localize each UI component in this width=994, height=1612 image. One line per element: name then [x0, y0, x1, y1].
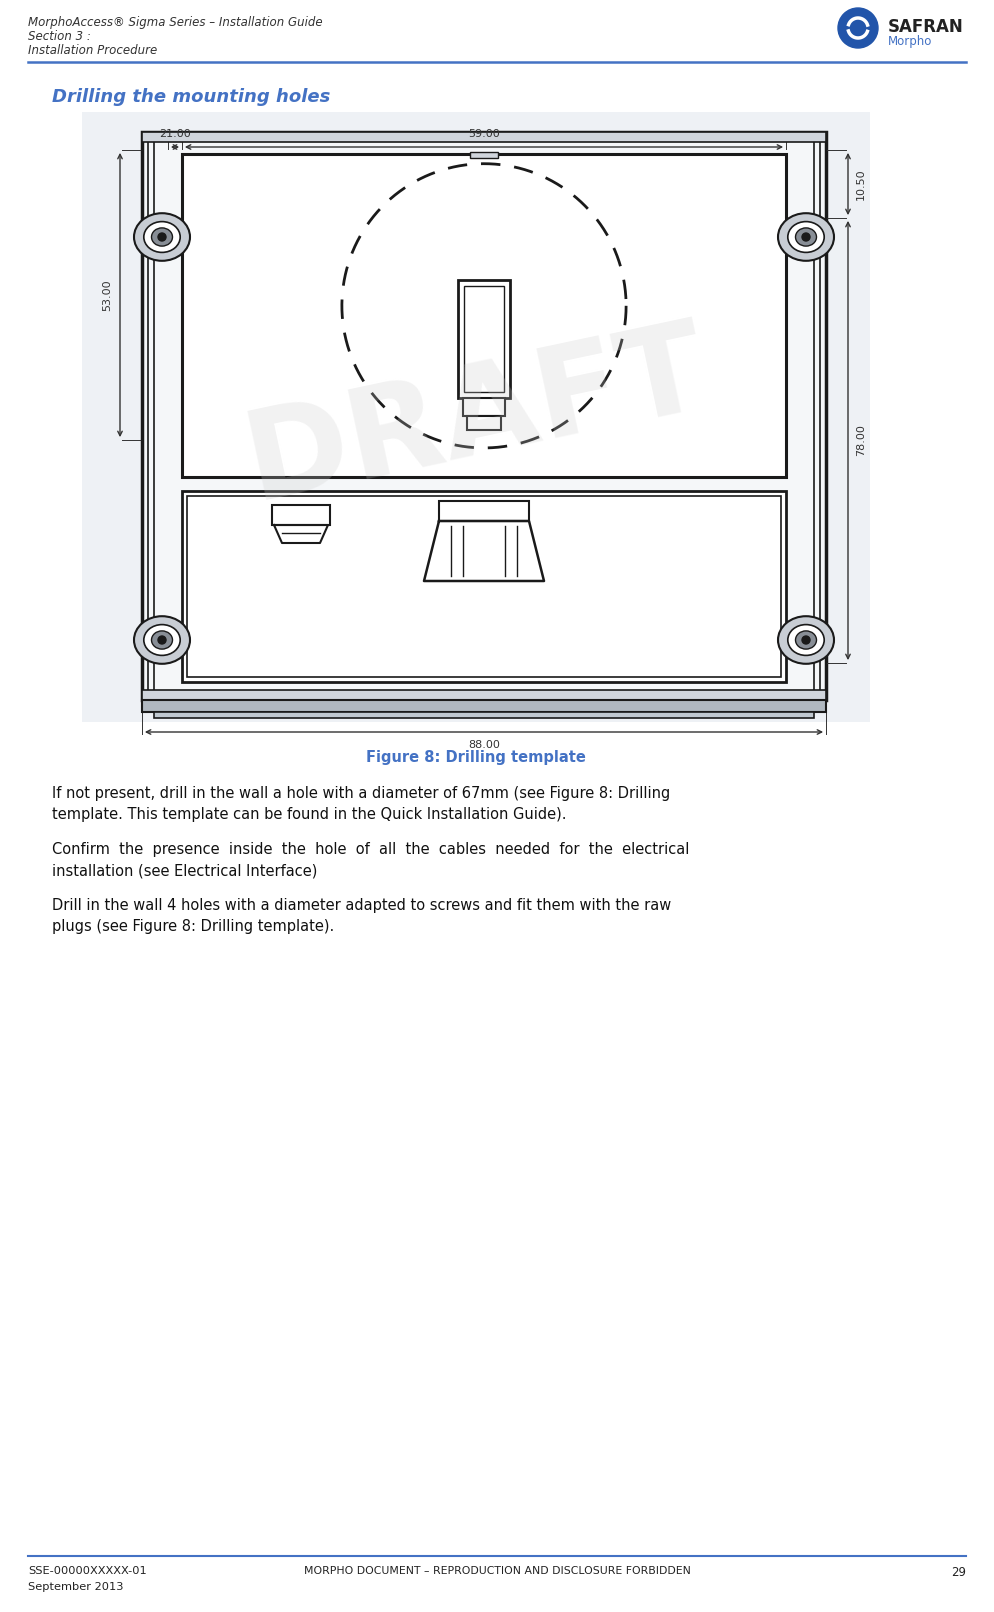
Ellipse shape	[144, 221, 180, 253]
Text: 21.00: 21.00	[159, 129, 191, 139]
Bar	[182, 492, 786, 682]
Polygon shape	[424, 521, 544, 580]
Ellipse shape	[134, 213, 190, 261]
Text: SAFRAN: SAFRAN	[888, 18, 964, 35]
Bar	[272, 505, 330, 526]
Ellipse shape	[134, 616, 190, 664]
Ellipse shape	[795, 227, 816, 247]
Bar	[470, 152, 498, 158]
Text: Installation Procedure: Installation Procedure	[28, 44, 157, 56]
Text: 78.00: 78.00	[856, 424, 866, 456]
Text: September 2013: September 2013	[28, 1581, 123, 1593]
Bar	[82, 111, 870, 722]
Bar	[142, 132, 826, 142]
Bar	[458, 280, 510, 398]
Ellipse shape	[778, 616, 834, 664]
Text: 29: 29	[951, 1565, 966, 1580]
Text: 10.50: 10.50	[856, 168, 866, 200]
Ellipse shape	[144, 624, 180, 656]
Text: plugs (see Figure 8: Drilling template).: plugs (see Figure 8: Drilling template).	[52, 919, 334, 933]
Circle shape	[838, 8, 878, 48]
Text: Confirm  the  presence  inside  the  hole  of  all  the  cables  needed  for  th: Confirm the presence inside the hole of …	[52, 841, 690, 858]
Text: 59.00: 59.00	[468, 129, 500, 139]
Text: template. This template can be found in the Quick Installation Guide).: template. This template can be found in …	[52, 808, 567, 822]
Ellipse shape	[795, 630, 816, 650]
Text: Morpho: Morpho	[888, 35, 932, 48]
Ellipse shape	[788, 221, 824, 253]
Text: MORPHO DOCUMENT – REPRODUCTION AND DISCLOSURE FORBIDDEN: MORPHO DOCUMENT – REPRODUCTION AND DISCL…	[303, 1565, 691, 1577]
Ellipse shape	[778, 213, 834, 261]
Text: Drill in the wall 4 holes with a diameter adapted to screws and fit them with th: Drill in the wall 4 holes with a diamete…	[52, 898, 671, 912]
Bar	[463, 398, 505, 416]
Ellipse shape	[151, 227, 173, 247]
Circle shape	[158, 234, 166, 242]
Bar	[439, 501, 529, 521]
Circle shape	[802, 637, 810, 645]
Text: 53.00: 53.00	[102, 279, 112, 311]
Circle shape	[158, 637, 166, 645]
Text: Figure 8: Drilling template: Figure 8: Drilling template	[366, 750, 585, 766]
Bar	[182, 155, 786, 477]
Text: If not present, drill in the wall a hole with a diameter of 67mm (see Figure 8: : If not present, drill in the wall a hole…	[52, 787, 670, 801]
Bar	[142, 700, 826, 713]
Text: Section 3 :: Section 3 :	[28, 31, 90, 44]
Bar	[142, 690, 826, 700]
Text: MorphoAccess® Sigma Series – Installation Guide: MorphoAccess® Sigma Series – Installatio…	[28, 16, 323, 29]
Text: 88.00: 88.00	[468, 740, 500, 750]
Ellipse shape	[151, 630, 173, 650]
Text: installation (see Electrical Interface): installation (see Electrical Interface)	[52, 862, 317, 879]
Bar	[467, 416, 501, 430]
Text: Drilling the mounting holes: Drilling the mounting holes	[52, 89, 330, 106]
Bar	[142, 132, 826, 700]
Bar	[464, 285, 504, 392]
Circle shape	[802, 234, 810, 242]
Text: SSE-00000XXXXX-01: SSE-00000XXXXX-01	[28, 1565, 147, 1577]
Bar	[154, 713, 814, 717]
Bar	[187, 496, 781, 677]
Text: DRAFT: DRAFT	[235, 310, 717, 526]
Ellipse shape	[788, 624, 824, 656]
